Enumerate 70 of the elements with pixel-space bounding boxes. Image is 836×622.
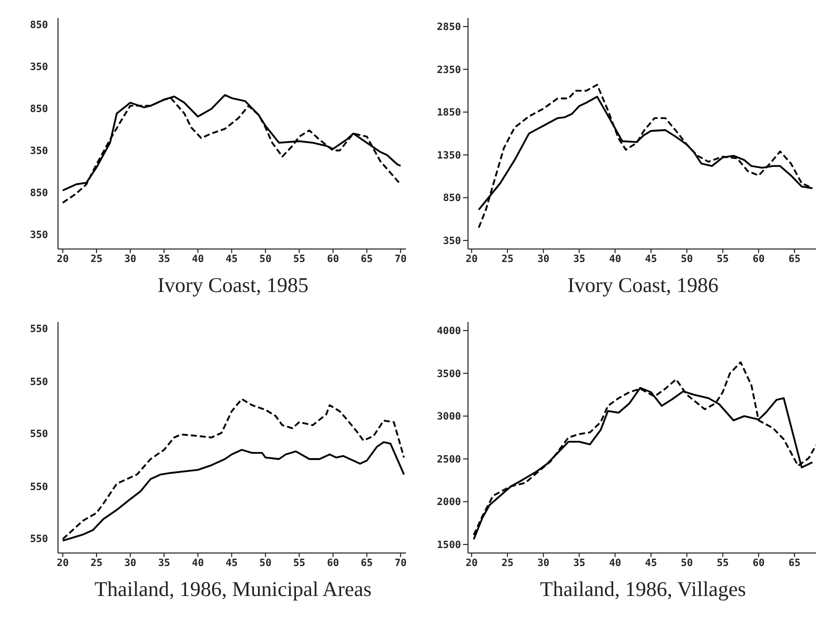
y-tick-label: 850 bbox=[442, 193, 461, 204]
x-tick-label: 60 bbox=[752, 254, 765, 266]
text: Ivory Coast, 1986 bbox=[566, 273, 720, 298]
x-tick-label: 55 bbox=[293, 254, 306, 266]
x-tick-label: 25 bbox=[501, 558, 514, 570]
text: Thailand, 1986, Municipal Areas bbox=[93, 577, 373, 602]
x-tick-label: 60 bbox=[327, 558, 340, 570]
text: 850 bbox=[30, 20, 48, 32]
x-tick-label: 20 bbox=[466, 558, 478, 570]
x-tick-label: 50 bbox=[680, 254, 693, 266]
x-tick-label: 70 bbox=[394, 558, 407, 570]
text: 550 bbox=[30, 429, 48, 441]
x-tick-label: 30 bbox=[537, 558, 550, 570]
x-tick-label: 55 bbox=[716, 558, 729, 570]
x-tick-label: 20 bbox=[56, 558, 69, 570]
x-tick-label: 50 bbox=[259, 254, 272, 266]
y-tick-label: 2850 bbox=[436, 22, 461, 34]
x-tick-label: 55 bbox=[716, 254, 729, 266]
y-tick-label: 2500 bbox=[436, 454, 461, 466]
x-tick-label: 35 bbox=[573, 254, 586, 266]
text: 550 bbox=[30, 482, 48, 494]
x-tick-label: 70 bbox=[394, 254, 407, 266]
text: 850 bbox=[30, 188, 48, 200]
x-tick-label: 55 bbox=[293, 558, 306, 570]
x-tick-label: 50 bbox=[680, 558, 693, 570]
x-tick-label: 20 bbox=[56, 254, 69, 266]
x-tick-label: 40 bbox=[192, 558, 204, 570]
text: 350 bbox=[30, 146, 48, 158]
x-tick-label: 65 bbox=[788, 558, 800, 570]
text: 550 bbox=[30, 324, 48, 336]
x-tick-label: 30 bbox=[124, 254, 136, 266]
text: 550 bbox=[30, 534, 48, 546]
x-tick-label: 65 bbox=[360, 254, 373, 266]
text: 350 bbox=[30, 62, 48, 74]
text: 350 bbox=[30, 230, 48, 242]
x-tick-label: 20 bbox=[466, 254, 478, 266]
y-tick-label: 1500 bbox=[436, 540, 461, 551]
text: Ivory Coast, 1985 bbox=[156, 273, 310, 298]
x-tick-label: 35 bbox=[573, 558, 586, 570]
y-tick-label: 350 bbox=[442, 236, 461, 247]
x-tick-label: 60 bbox=[327, 254, 340, 266]
x-tick-label: 35 bbox=[158, 254, 170, 266]
y-tick-label: 3000 bbox=[436, 412, 461, 423]
y-tick-label: 2350 bbox=[436, 64, 461, 76]
x-tick-label: 45 bbox=[226, 254, 238, 266]
y-tick-label: 1350 bbox=[436, 150, 461, 162]
x-tick-label: 40 bbox=[609, 254, 622, 266]
x-tick-label: 40 bbox=[192, 254, 204, 266]
line-series bbox=[472, 361, 816, 536]
y-tick-label: 1850 bbox=[436, 108, 461, 119]
x-tick-label: 25 bbox=[501, 254, 514, 266]
x-tick-label: 45 bbox=[644, 558, 657, 570]
y-tick-label: 4000 bbox=[436, 326, 461, 338]
x-tick-label: 60 bbox=[752, 558, 765, 570]
x-tick-label: 45 bbox=[644, 254, 657, 266]
x-tick-label: 45 bbox=[226, 558, 238, 570]
text: Thailand, 1986, Villages bbox=[539, 577, 747, 602]
x-tick-label: 30 bbox=[537, 254, 550, 266]
x-tick-label: 30 bbox=[124, 558, 136, 570]
text: 550 bbox=[30, 376, 48, 388]
x-tick-label: 35 bbox=[158, 558, 170, 570]
y-tick-label: 2000 bbox=[436, 497, 461, 508]
x-tick-label: 40 bbox=[609, 558, 622, 570]
x-tick-label: 25 bbox=[90, 558, 103, 570]
text: 850 bbox=[30, 104, 48, 116]
x-tick-label: 65 bbox=[788, 254, 800, 266]
x-tick-label: 25 bbox=[90, 254, 103, 266]
x-tick-label: 65 bbox=[360, 558, 373, 570]
y-tick-label: 3500 bbox=[436, 368, 461, 380]
x-tick-label: 50 bbox=[259, 558, 272, 570]
